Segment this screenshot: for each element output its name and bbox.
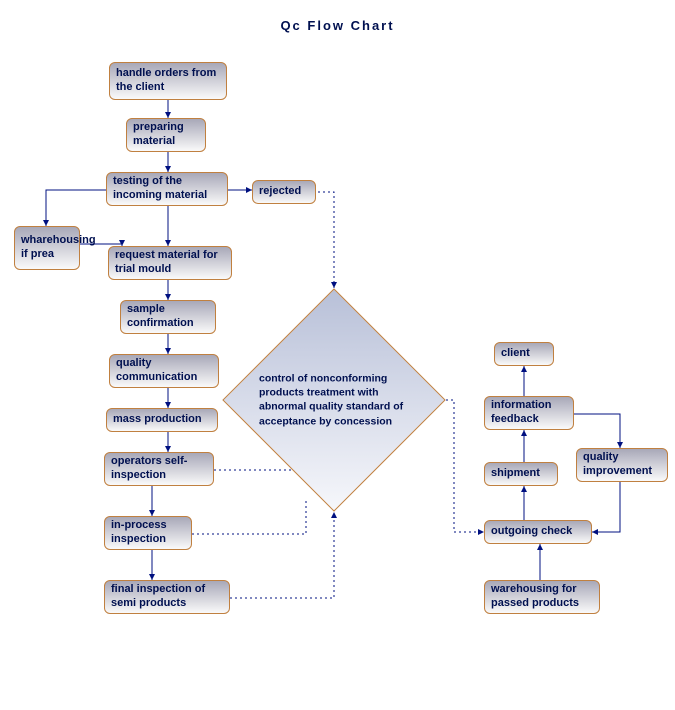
node-opself: operators self-inspection	[104, 452, 214, 486]
edge-rejected-diamond	[318, 192, 334, 288]
node-client: client	[494, 342, 554, 366]
node-ship: shipment	[484, 462, 558, 486]
edge-diamond-outgo	[446, 400, 484, 532]
node-mass: mass production	[106, 408, 218, 432]
node-rejected: rejected	[252, 180, 316, 204]
node-qcomm: quality communication	[109, 354, 219, 388]
edge-final-diamond	[230, 512, 334, 598]
edge-inproc-diamond	[192, 498, 306, 534]
decision-diamond: control of nonconforming products treatm…	[255, 321, 413, 479]
node-wpass: warehousing for passed products	[484, 580, 600, 614]
node-final: final inspection of semi products	[104, 580, 230, 614]
node-inproc: in-process inspection	[104, 516, 192, 550]
node-sample: sample confirmation	[120, 300, 216, 334]
node-testing: testing of the incoming material	[106, 172, 228, 206]
node-qimp: quality improvement	[576, 448, 668, 482]
node-outgo: outgoing check	[484, 520, 592, 544]
diamond-label: control of nonconforming products treatm…	[259, 372, 409, 429]
node-infofb: information feedback	[484, 396, 574, 430]
edge-infofb-qimp	[574, 414, 620, 448]
node-whare: wharehousing if prea	[14, 226, 80, 270]
edge-testing-whare	[46, 190, 106, 226]
node-handle: handle orders from the client	[109, 62, 227, 100]
chart-title: Qc Flow Chart	[0, 18, 675, 33]
node-request: request material for trial mould	[108, 246, 232, 280]
edge-qimp-outgo	[592, 482, 620, 532]
node-prepare: preparing material	[126, 118, 206, 152]
